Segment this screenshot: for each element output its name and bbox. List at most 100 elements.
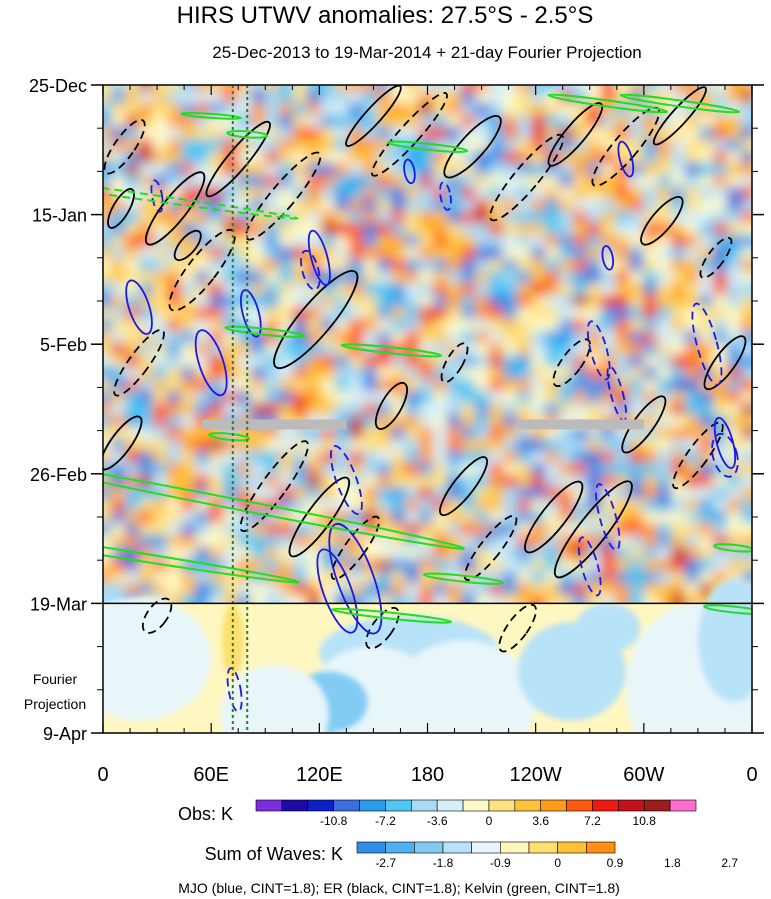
obs-cell xyxy=(755,283,771,299)
obs-cell xyxy=(755,415,771,431)
plot-area xyxy=(103,85,771,733)
colorbar-tick-label: -1.8 xyxy=(433,856,454,870)
er-contour xyxy=(205,120,271,198)
mjo-contour xyxy=(329,445,363,515)
obs-cell xyxy=(433,85,451,95)
er-contour xyxy=(103,118,146,175)
obs-cell xyxy=(103,85,115,95)
obs-blobs xyxy=(103,85,771,611)
observed-anomaly-field xyxy=(103,85,771,611)
colorbar-tick-label: 2.7 xyxy=(721,856,738,870)
colorbar-swatch xyxy=(488,799,516,812)
obs-cell xyxy=(755,103,771,119)
colorbar-swatch xyxy=(436,799,464,812)
obs-cell xyxy=(755,475,771,491)
mjo-contour xyxy=(150,179,164,213)
kelvin-contour xyxy=(208,432,251,442)
obs-cell xyxy=(755,343,771,359)
wave-contours xyxy=(103,85,752,713)
er-contour xyxy=(365,606,400,650)
x-tick-label: 120W xyxy=(510,764,562,786)
obs-cell xyxy=(755,307,771,323)
obs-colorbar: Obs: K -10.8 -7.2 -3.6 0 3.6 7.2 10.8 xyxy=(178,799,697,828)
kelvin-contour xyxy=(180,111,243,120)
obs-cell xyxy=(741,139,752,155)
obs-cell xyxy=(741,463,752,479)
mjo-contour xyxy=(595,483,621,551)
waves-colorbar: Sum of Waves: K -2.7 -1.8 -0.9 0 0.9 1.8 2.7 xyxy=(205,841,738,870)
obs-cell xyxy=(755,487,771,503)
kelvin-contour xyxy=(619,93,741,114)
colorbar-swatch xyxy=(410,799,438,812)
mjo-contour xyxy=(403,158,416,185)
obs-cell xyxy=(657,85,675,95)
colorbar-swatch xyxy=(566,799,593,812)
x-tick-label: 0 xyxy=(97,764,108,786)
obs-cell xyxy=(755,199,771,215)
obs-cell xyxy=(741,211,752,227)
obs-cell xyxy=(741,187,752,203)
obs-cell xyxy=(615,85,633,95)
obs-cell xyxy=(741,451,752,467)
er-contour xyxy=(273,270,359,370)
obs-cell xyxy=(755,319,771,335)
obs-cell xyxy=(377,85,395,95)
colorbar-swatch xyxy=(359,799,386,812)
colorbar-swatch xyxy=(528,841,558,854)
colorbar-tick-label: 0.9 xyxy=(607,856,624,870)
obs-cell xyxy=(741,355,752,371)
mjo-contour xyxy=(617,140,635,178)
obs-cell xyxy=(503,85,521,95)
obs-cell xyxy=(321,85,339,95)
colorbar-swatch xyxy=(514,799,542,812)
er-contour xyxy=(141,597,173,634)
obs-cell xyxy=(755,463,771,479)
er-contour xyxy=(103,415,143,471)
obs-cell xyxy=(741,307,752,323)
mjo-contour xyxy=(316,548,359,634)
obs-cell xyxy=(741,163,752,179)
mjo-contour xyxy=(328,522,383,635)
obs-cell xyxy=(741,379,752,395)
kelvin-contour xyxy=(713,543,752,553)
er-contour xyxy=(439,456,488,517)
y-tick-label: 25-Dec xyxy=(29,76,87,96)
er-contour xyxy=(640,196,684,246)
mjo-contour xyxy=(601,245,615,271)
obs-cell xyxy=(755,247,771,263)
colorbar-title: Obs: K xyxy=(178,804,233,824)
obs-cell xyxy=(741,331,752,347)
obs-cell xyxy=(741,151,752,167)
er-contour xyxy=(288,476,351,558)
x-tick-label: 60W xyxy=(623,764,664,786)
proj-blob xyxy=(575,603,641,653)
obs-cell xyxy=(755,439,771,455)
proj-blob xyxy=(697,578,752,703)
obs-cell xyxy=(755,511,771,527)
obs-cell xyxy=(335,85,353,95)
axes: 0 60E 120E 180 120W 60W 0 25-Dec 15-Jan 5-Feb 26-F… xyxy=(29,76,764,786)
kelvin-contour xyxy=(386,140,469,153)
obs-cell xyxy=(755,559,771,575)
obs-cell xyxy=(741,319,752,335)
obs-cell xyxy=(545,85,563,95)
obs-cell xyxy=(741,487,752,503)
mjo-contour xyxy=(713,416,737,470)
er-contour xyxy=(547,102,604,167)
obs-cell xyxy=(755,187,771,203)
obs-cell xyxy=(755,523,771,539)
obs-cell xyxy=(517,85,535,95)
obs-cell xyxy=(167,85,185,95)
missing-data-band xyxy=(517,419,644,430)
colorbar-swatch xyxy=(471,841,501,854)
obs-cell xyxy=(279,85,297,95)
obs-cell xyxy=(643,85,661,95)
mjo-contour xyxy=(439,181,452,211)
colorbar-swatch xyxy=(442,841,472,854)
er-contour xyxy=(672,421,724,490)
obs-cell xyxy=(755,355,771,371)
obs-cell xyxy=(741,475,752,491)
proj-blob xyxy=(103,597,212,721)
obs-cell xyxy=(475,85,493,95)
obs-cell xyxy=(741,127,752,143)
